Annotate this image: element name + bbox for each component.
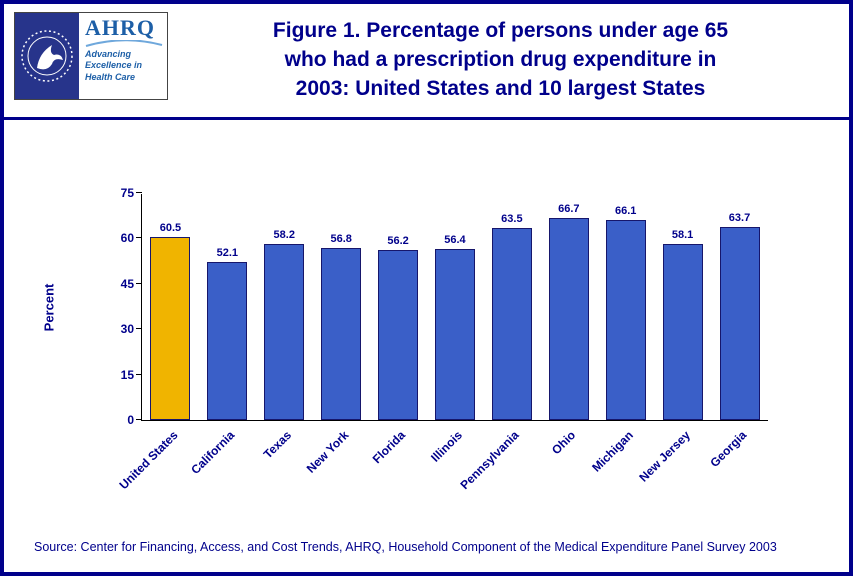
- bar-slot: 58.2: [256, 229, 313, 420]
- ahrq-swoosh-icon: [85, 40, 163, 47]
- source-note: Source: Center for Financing, Access, an…: [34, 540, 777, 554]
- x-axis-label: Ohio: [549, 428, 579, 458]
- y-tick-label: 75: [120, 186, 134, 200]
- figure-title-line: 2003: United States and 10 largest State…: [295, 76, 706, 100]
- bar-value-label: 56.4: [444, 234, 466, 246]
- x-label-slot: United States: [116, 420, 199, 525]
- bar-value-label: 52.1: [216, 247, 239, 259]
- y-tick-label: 0: [127, 413, 134, 427]
- y-tick-label: 30: [120, 322, 134, 337]
- ahrq-tagline: Advancing Excellence in Health Care: [85, 49, 165, 83]
- header-divider: [4, 117, 849, 120]
- x-label-slot: Ohio: [540, 420, 597, 525]
- x-axis-label: United States: [116, 428, 181, 493]
- agency-logo-block: AHRQ Advancing Excellence in Health Care: [14, 12, 168, 100]
- x-label-slot: California: [188, 420, 256, 525]
- bar-slot: 66.1: [597, 205, 654, 420]
- bars: 60.5 52.1 58.2 56.8 56.2 56.4 63.5 66.7 66.1 58.1…: [142, 194, 768, 420]
- hhs-logo: [15, 13, 79, 99]
- y-tick-label: 45: [120, 276, 134, 291]
- x-label-slot: Georgia: [707, 420, 768, 525]
- y-tick-mark: [136, 373, 142, 375]
- bar: [321, 248, 362, 420]
- bar-value-label: 58.1: [671, 229, 694, 241]
- bar: [378, 250, 419, 420]
- figure-title: Figure 1. Percentage of persons under ag…: [176, 17, 825, 103]
- x-axis-label: Illinois: [428, 428, 465, 465]
- bar: [434, 249, 475, 420]
- x-label-slot: Texas: [256, 420, 313, 525]
- ahrq-wordmark: AHRQ: [85, 15, 155, 40]
- bar-value-label: 60.5: [159, 222, 182, 234]
- bar: [662, 244, 703, 420]
- bar-slot: 63.7: [711, 212, 768, 420]
- bar-slot: 66.7: [540, 203, 597, 420]
- bar: [719, 227, 760, 420]
- bar-value-label: 56.8: [330, 233, 352, 245]
- bar-slot: 60.5: [142, 222, 199, 420]
- y-tick-label: 15: [120, 367, 134, 382]
- x-axis-labels: United States California Texas New York Flor…: [116, 420, 768, 525]
- figure-title-line: Figure 1. Percentage of persons under ag…: [272, 19, 729, 42]
- ahrq-logo: AHRQ Advancing Excellence in Health Care: [79, 13, 167, 99]
- x-label-slot: Florida: [370, 420, 427, 525]
- bar: [605, 220, 646, 420]
- y-axis-title-text: Percent: [41, 283, 57, 332]
- ahrq-tagline-line: Health Care: [85, 71, 136, 82]
- bar: [491, 228, 532, 420]
- bar-value-label: 63.5: [501, 213, 523, 225]
- plot-area: 0 15 30 45 60 75 60.5 52.1 58.2 56.8 56.2 56.4 63.5…: [116, 186, 768, 492]
- ahrq-tagline-line: Excellence in: [85, 60, 143, 71]
- bar-slot: 52.1: [199, 247, 256, 420]
- bar-value-label: 56.2: [387, 235, 409, 247]
- bar: [207, 262, 248, 420]
- bar-slot: 56.2: [370, 235, 427, 420]
- y-tick-mark: [136, 419, 142, 420]
- bar-value-label: 58.2: [273, 229, 295, 241]
- bar-value-label: 66.1: [614, 205, 637, 217]
- bar-value-label: 66.7: [558, 203, 580, 215]
- bar-slot: 58.1: [654, 229, 711, 420]
- bar-slot: 56.4: [427, 234, 484, 420]
- y-tick-mark: [136, 237, 142, 239]
- bar: [548, 218, 589, 420]
- x-label-slot: New Jersey: [636, 420, 711, 525]
- x-axis-label: Texas: [260, 428, 295, 462]
- x-label-slot: New York: [303, 420, 370, 525]
- bar-value-label: 63.7: [728, 212, 751, 224]
- bar-slot: 56.8: [313, 233, 370, 420]
- bar-slot: 63.5: [483, 213, 540, 420]
- hhs-seal-icon: [19, 16, 75, 96]
- x-axis-label: Florida: [369, 428, 408, 467]
- y-axis-title: Percent: [34, 194, 64, 421]
- x-label-slot: Pennsylvania: [458, 420, 540, 525]
- figure-title-line: who had a prescription drug expenditure …: [284, 47, 717, 71]
- ahrq-tagline-line: Advancing: [85, 49, 132, 59]
- bar: [150, 237, 191, 420]
- x-axis-label: Georgia: [707, 428, 750, 470]
- y-tick-mark: [136, 282, 142, 284]
- y-tick-mark: [136, 192, 142, 193]
- bar: [264, 244, 305, 420]
- y-tick-label: 60: [120, 231, 134, 246]
- y-tick-mark: [136, 328, 142, 330]
